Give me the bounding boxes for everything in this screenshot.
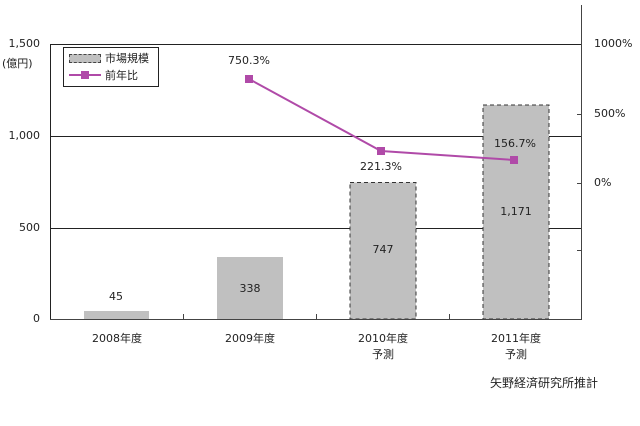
marker-2009: [245, 75, 253, 83]
y-axis-unit: (億円): [2, 57, 33, 70]
x-label-line1: 2009年度: [225, 332, 275, 345]
legend-item-market-size: 市場規模: [69, 50, 149, 66]
bar-swatch-icon: [69, 53, 101, 63]
line-label-2011: 156.7%: [494, 137, 536, 150]
legend-label: 前年比: [105, 69, 138, 82]
bar-label-2008: 45: [109, 290, 123, 303]
bar-label-2009: 338: [239, 282, 261, 295]
y2-tick-1000: 1000%: [594, 37, 633, 50]
line-label-2009: 750.3%: [228, 54, 270, 67]
source-note: 矢野経済研究所推計: [489, 376, 598, 390]
bar-2011: [482, 104, 550, 320]
y-tick-1000: 1,000: [8, 129, 41, 142]
y-tick-1500: 1,500: [8, 37, 41, 50]
legend-label: 市場規模: [105, 52, 149, 65]
bar-label-2011: 1,171: [500, 205, 532, 218]
bar-2009: [217, 257, 283, 319]
legend-item-yoy: 前年比: [69, 67, 138, 83]
y2-tick-500: 500%: [594, 107, 626, 120]
line-label-2010: 221.3%: [360, 160, 402, 173]
x-label-line1: 2010年度: [358, 332, 408, 345]
x-label-2010: 2010年度 予測: [323, 331, 443, 363]
bar-label-2010: 747: [372, 243, 394, 256]
x-label-line2: 予測: [505, 348, 527, 361]
x-label-2011: 2011年度 予測: [456, 331, 576, 363]
x-label-line1: 2008年度: [92, 332, 142, 345]
y-tick-500: 500: [19, 221, 40, 234]
x-label-2009: 2009年度: [190, 331, 310, 347]
bar-2010: [349, 182, 417, 320]
legend: 市場規模 前年比: [63, 47, 159, 87]
y-tick-0: 0: [33, 312, 40, 325]
marker-2010: [377, 147, 385, 155]
x-label-line2: 予測: [372, 348, 394, 361]
marker-2011: [510, 156, 518, 164]
x-label-2008: 2008年度: [57, 331, 177, 347]
x-label-line1: 2011年度: [491, 332, 541, 345]
line-swatch-icon: [69, 71, 101, 79]
bar-2008: [84, 311, 149, 319]
y2-tick-0: 0%: [594, 176, 612, 189]
